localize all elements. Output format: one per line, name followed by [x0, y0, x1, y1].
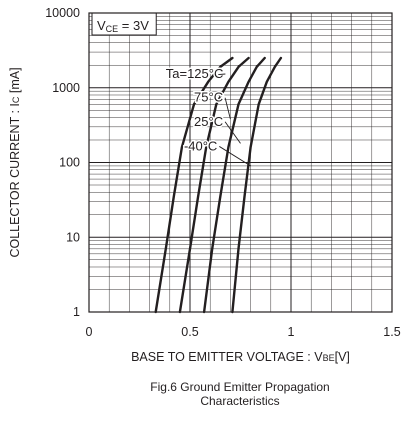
series-line [154, 56, 234, 314]
y-tick-label: 10 [66, 230, 80, 244]
series-label: -40°C [184, 138, 217, 153]
series-label: 75°C [194, 90, 223, 105]
series-line [231, 56, 283, 314]
series-label: 25°C [194, 114, 223, 129]
x-tick-label: 0 [86, 325, 93, 339]
y-tick-label: 100 [59, 156, 80, 170]
label-leader-line [219, 146, 251, 167]
y-tick-label: 1000 [52, 81, 80, 95]
condition-label: VCE = 3V [97, 18, 149, 34]
minor-gridlines [89, 13, 392, 312]
y-axis-title: COLLECTOR CURRENT : IC [mA] [8, 67, 22, 258]
caption-line-2: Characteristics [200, 394, 280, 408]
x-tick-label: 1 [288, 325, 295, 339]
series-line [178, 56, 250, 314]
x-tick-label: 0.5 [181, 325, 198, 339]
condition-box: VCE = 3V [91, 12, 157, 36]
data-series [154, 56, 283, 314]
label-leader-line [224, 97, 231, 120]
x-axis-title: BASE TO EMITTER VOLTAGE : VBE[V] [131, 350, 350, 364]
series-labels: Ta=125°C 75°C 25°C -40°C [164, 65, 251, 167]
series-line [202, 56, 266, 314]
plot-frame [88, 12, 393, 313]
series-label: Ta=125°C [166, 66, 224, 81]
caption-line-1: Fig.6 Ground Emitter Propagation [150, 380, 330, 394]
label-leader-line [218, 73, 226, 76]
x-tick-label: 1.5 [383, 325, 400, 339]
y-tick-label: 1 [73, 305, 80, 319]
tick-labels: 1 10 100 1000 10000 0 0.5 1 1.5 [45, 6, 400, 339]
label-leader-line [224, 121, 241, 144]
figure-caption: Fig.6 Ground Emitter Propagation Charact… [90, 380, 390, 408]
y-tick-label: 10000 [45, 6, 80, 20]
